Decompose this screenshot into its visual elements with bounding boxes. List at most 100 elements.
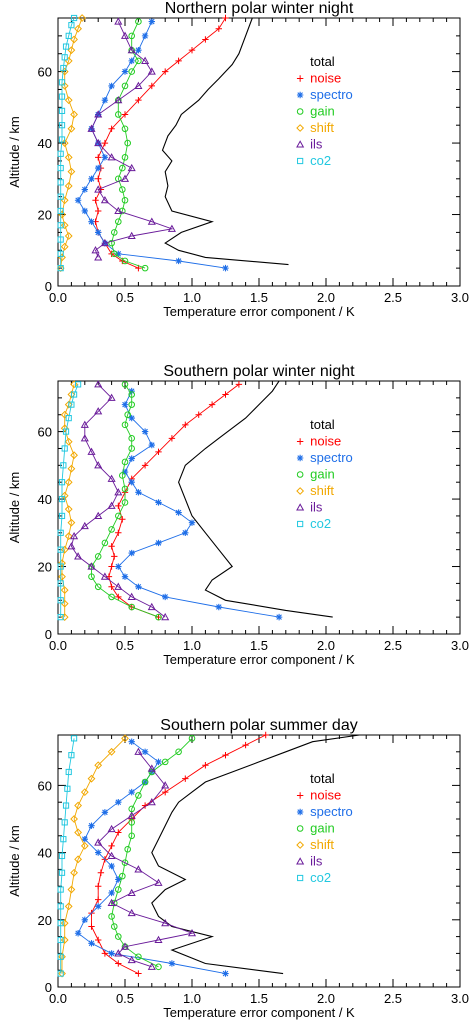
data-point-spectro [81,207,88,215]
data-point-noise [182,421,189,429]
data-point-noise [101,950,109,957]
data-point-spectro [182,529,189,536]
x-tick-label: 2.5 [384,290,402,305]
data-point-ils [94,461,103,469]
data-point-shift [64,232,73,240]
y-tick-label: 20 [38,560,52,575]
data-point-ils [147,962,156,970]
legend-entry-ils: ils [310,137,323,152]
legend-entry-total: total [310,54,335,69]
data-point-co2 [57,222,64,229]
data-point-co2 [62,43,70,50]
data-point-gain [115,933,122,940]
legend-marker-spectro [296,91,304,99]
y-tick-label: 40 [38,846,52,861]
x-axis-label: Temperature error component / K [163,652,355,667]
data-point-ils [87,562,96,570]
y-tick-label: 0 [45,627,52,642]
legend-entry-spectro: spectro [310,87,353,102]
data-point-shift [60,221,69,230]
data-point-ils [107,153,116,161]
data-point-gain [135,792,142,799]
series-line-shift [61,738,126,974]
data-point-gain [108,239,115,247]
data-point-spectro [128,479,135,486]
series-line-gain [111,738,193,968]
data-point-spectro [128,738,135,745]
x-tick-label: 3.0 [451,991,469,1006]
data-point-gain [175,748,182,756]
data-point-gain [121,381,129,388]
data-point-spectro [128,414,135,422]
data-point-ils [91,246,100,254]
y-tick-label: 40 [38,136,52,151]
data-point-spectro [135,489,142,496]
x-tick-label: 0.0 [49,638,67,653]
data-point-shift [70,451,78,460]
chart-panel-3: Southern polar summer day 0.0 0.5 1.0 1.5 2.0… [7,717,469,1020]
data-point-ils [107,851,116,860]
data-point-ils [94,138,103,147]
data-point-co2 [57,193,64,200]
data-point-ils [127,163,136,172]
legend-marker-gain [296,108,304,115]
data-point-gain [121,125,129,133]
series-spectro [115,387,283,621]
data-point-co2 [62,802,70,809]
data-point-spectro [74,930,82,937]
legend-entry-gain: gain [310,821,335,836]
y-tick-label: 20 [38,913,52,928]
data-point-spectro [88,175,95,182]
data-point-noise [135,96,142,104]
data-point-gain [128,401,135,408]
data-point-ils [134,81,143,89]
data-point-co2 [57,614,64,621]
legend-marker-noise [296,75,304,82]
legend-entry-noise: noise [310,788,341,803]
data-point-spectro [115,876,122,883]
legend-marker-co2 [297,520,304,528]
series-co2 [57,14,78,272]
data-point-ils [154,935,163,944]
data-point-ils [87,447,96,455]
data-point-gain [94,583,102,591]
legend-entry-shift: shift [310,120,334,135]
data-point-gain [141,778,149,786]
data-point-shift [74,24,83,33]
legend-entry-gain: gain [310,104,335,119]
data-point-gain [121,154,129,161]
data-point-noise [92,197,99,204]
data-point-spectro [128,549,135,557]
data-point-shift [70,380,78,389]
legend-marker-co2 [297,874,304,882]
data-point-ils [161,612,170,621]
series-line-shift [60,17,83,269]
data-point-co2 [58,869,66,876]
data-point-noise [108,125,115,132]
data-point-gain [119,164,126,172]
legend-marker-spectro [296,808,304,816]
legend-marker-spectro [296,454,304,462]
data-point-spectro [162,593,169,601]
data-point-ils [127,811,136,819]
data-point-shift [64,96,73,105]
series-shift [58,380,78,622]
data-point-co2 [57,580,64,587]
data-point-gain [88,573,95,580]
data-point-ils [100,196,109,204]
data-point-noise [108,842,115,850]
series-shift [58,734,129,978]
data-point-ils [134,747,143,755]
data-point-co2 [57,164,64,172]
plot-frame [57,17,461,287]
data-point-co2 [60,836,67,843]
data-point-spectro [108,889,115,897]
data-point-spectro [101,154,109,161]
legend-entry-co2: co2 [310,153,331,168]
y-axis-label: Altitude / km [7,116,22,188]
data-point-ils [70,531,79,540]
data-point-ils [161,781,170,789]
x-tick-label: 1.0 [183,290,201,305]
